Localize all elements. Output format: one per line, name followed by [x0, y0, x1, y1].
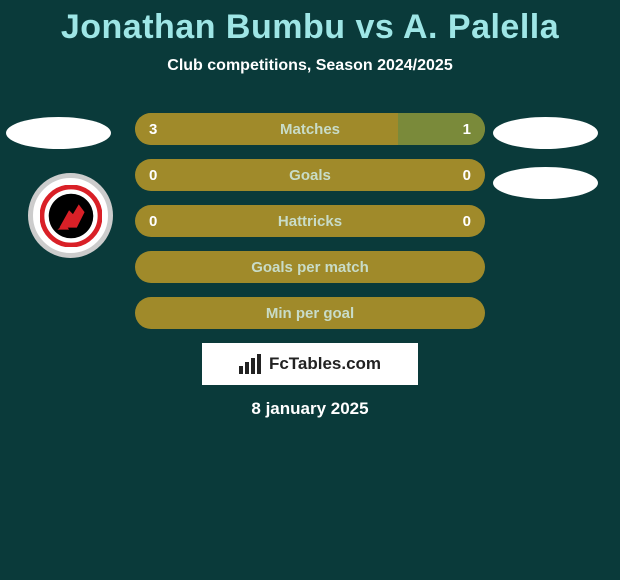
club-badge-icon [40, 185, 102, 247]
comparison-bars: Matches31Goals00Hattricks00Goals per mat… [135, 113, 485, 329]
comparison-panel: Matches31Goals00Hattricks00Goals per mat… [0, 113, 620, 419]
stat-row: Goals per match [135, 251, 485, 283]
stat-label: Goals [135, 167, 485, 184]
stat-label: Matches [135, 121, 485, 138]
stat-value-right: 0 [463, 213, 471, 230]
stat-row: Hattricks0 0 [135, 205, 485, 237]
stat-row: Matches3 1 [135, 113, 485, 145]
player-right-photo-placeholder [493, 117, 598, 149]
stat-row: Min per goal [135, 297, 485, 329]
watermark: FcTables.com [202, 343, 418, 385]
bars-icon [239, 354, 263, 374]
stat-label: Min per goal [135, 305, 485, 322]
page-subtitle: Club competitions, Season 2024/2025 [0, 57, 620, 75]
stat-value-left: 0 [149, 167, 157, 184]
stat-label: Goals per match [135, 259, 485, 276]
page-title: Jonathan Bumbu vs A. Palella [0, 0, 620, 47]
player-left-photo-placeholder [6, 117, 111, 149]
watermark-text: FcTables.com [269, 354, 381, 374]
stat-value-left: 3 [149, 121, 157, 138]
club-left-logo [28, 173, 113, 258]
stat-row: Goals0 0 [135, 159, 485, 191]
stat-value-right: 1 [463, 121, 471, 138]
stat-label: Hattricks [135, 213, 485, 230]
date-label: 8 january 2025 [0, 399, 620, 419]
club-right-logo-placeholder [493, 167, 598, 199]
stat-value-left: 0 [149, 213, 157, 230]
stat-value-right: 0 [463, 167, 471, 184]
